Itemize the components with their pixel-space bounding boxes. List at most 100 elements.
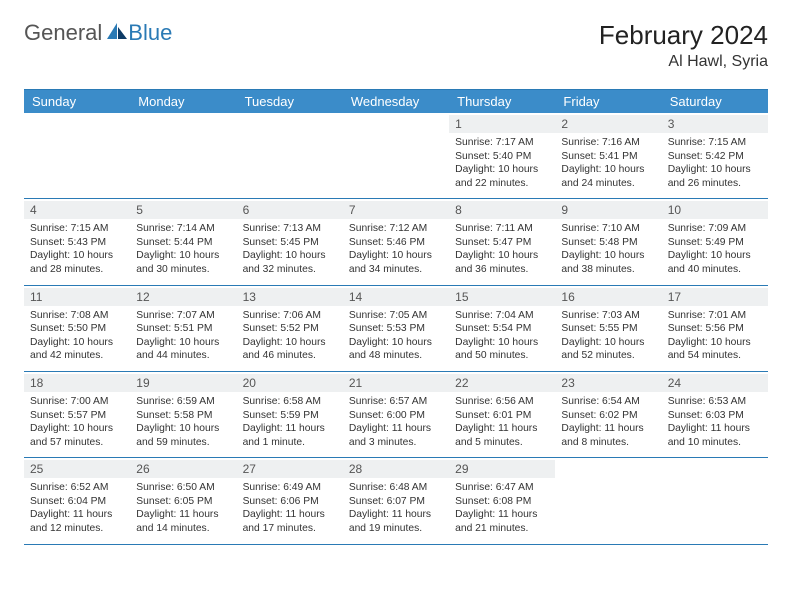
day-number: 7 bbox=[343, 201, 449, 219]
day-sun-info: Sunrise: 7:06 AMSunset: 5:52 PMDaylight:… bbox=[243, 309, 337, 363]
calendar-day-cell: 11 Sunrise: 7:08 AMSunset: 5:50 PMDayligh… bbox=[24, 286, 130, 371]
calendar-day-cell: 28Sunrise: 6:48 AMSunset: 6:07 PMDayligh… bbox=[343, 458, 449, 543]
day-header-cell: Saturday bbox=[662, 90, 768, 113]
calendar-empty-cell: . bbox=[343, 113, 449, 198]
calendar-day-cell: 8 Sunrise: 7:11 AMSunset: 5:47 PMDaylight… bbox=[449, 199, 555, 284]
day-number: 4 bbox=[24, 201, 130, 219]
day-number: 3 bbox=[662, 115, 768, 133]
day-sun-info: Sunrise: 6:52 AMSunset: 6:04 PMDaylight:… bbox=[30, 481, 124, 535]
calendar-day-cell: 2Sunrise: 7:16 AMSunset: 5:41 PMDaylight… bbox=[555, 113, 661, 198]
day-header-cell: Sunday bbox=[24, 90, 130, 113]
day-sun-info: Sunrise: 6:59 AMSunset: 5:58 PMDaylight:… bbox=[136, 395, 230, 449]
day-sun-info: Sunrise: 7:00 AMSunset: 5:57 PMDaylight:… bbox=[30, 395, 124, 449]
day-sun-info: Sunrise: 7:13 AMSunset: 5:45 PMDaylight:… bbox=[243, 222, 337, 276]
day-header-cell: Monday bbox=[130, 90, 236, 113]
day-number: 17 bbox=[662, 288, 768, 306]
calendar-week-row: 25 Sunrise: 6:52 AMSunset: 6:04 PMDayligh… bbox=[24, 458, 768, 544]
calendar-day-cell: 27 Sunrise: 6:49 AMSunset: 6:06 PMDayligh… bbox=[237, 458, 343, 543]
calendar-day-cell: 18 Sunrise: 7:00 AMSunset: 5:57 PMDayligh… bbox=[24, 372, 130, 457]
calendar-day-cell: 10 Sunrise: 7:09 AMSunset: 5:49 PMDayligh… bbox=[662, 199, 768, 284]
day-sun-info: Sunrise: 7:07 AMSunset: 5:51 PMDaylight:… bbox=[136, 309, 230, 363]
day-number: 10 bbox=[662, 201, 768, 219]
calendar-empty-cell: . bbox=[555, 458, 661, 543]
day-sun-info: Sunrise: 7:10 AMSunset: 5:48 PMDaylight:… bbox=[561, 222, 655, 276]
calendar-day-cell: 19 Sunrise: 6:59 AMSunset: 5:58 PMDayligh… bbox=[130, 372, 236, 457]
location-title: Al Hawl, Syria bbox=[599, 53, 768, 71]
day-number: 9 bbox=[555, 201, 661, 219]
day-number: 5 bbox=[130, 201, 236, 219]
day-number: 15 bbox=[449, 288, 555, 306]
day-header-cell: Wednesday bbox=[343, 90, 449, 113]
day-number: 11 bbox=[24, 288, 130, 306]
day-number: 1 bbox=[449, 115, 555, 133]
day-number: 20 bbox=[237, 374, 343, 392]
calendar-empty-cell: . bbox=[237, 113, 343, 198]
day-number: 29 bbox=[449, 460, 555, 478]
day-sun-info: Sunrise: 7:09 AMSunset: 5:49 PMDaylight:… bbox=[668, 222, 762, 276]
calendar-week-row: ....1Sunrise: 7:17 AMSunset: 5:40 PMDayl… bbox=[24, 113, 768, 199]
day-number: 2 bbox=[555, 115, 661, 133]
calendar-day-cell: 20 Sunrise: 6:58 AMSunset: 5:59 PMDayligh… bbox=[237, 372, 343, 457]
day-sun-info: Sunrise: 7:15 AMSunset: 5:42 PMDaylight:… bbox=[668, 136, 762, 190]
month-title: February 2024 bbox=[599, 20, 768, 51]
calendar-day-cell: 5 Sunrise: 7:14 AMSunset: 5:44 PMDaylight… bbox=[130, 199, 236, 284]
calendar-empty-cell: . bbox=[662, 458, 768, 543]
calendar-day-cell: 1 Sunrise: 7:17 AMSunset: 5:40 PMDaylight… bbox=[449, 113, 555, 198]
day-header-cell: Tuesday bbox=[237, 90, 343, 113]
calendar-day-cell: 4 Sunrise: 7:15 AMSunset: 5:43 PMDaylight… bbox=[24, 199, 130, 284]
title-block: February 2024 Al Hawl, Syria bbox=[599, 20, 768, 71]
calendar-grid: SundayMondayTuesdayWednesdayThursdayFrid… bbox=[24, 89, 768, 545]
day-sun-info: Sunrise: 6:56 AMSunset: 6:01 PMDaylight:… bbox=[455, 395, 549, 449]
calendar-day-cell: 16Sunrise: 7:03 AMSunset: 5:55 PMDayligh… bbox=[555, 286, 661, 371]
calendar-week-row: 4 Sunrise: 7:15 AMSunset: 5:43 PMDaylight… bbox=[24, 199, 768, 285]
calendar-day-cell: 12 Sunrise: 7:07 AMSunset: 5:51 PMDayligh… bbox=[130, 286, 236, 371]
calendar-day-cell: 15 Sunrise: 7:04 AMSunset: 5:54 PMDayligh… bbox=[449, 286, 555, 371]
day-number: 12 bbox=[130, 288, 236, 306]
calendar-day-cell: 21 Sunrise: 6:57 AMSunset: 6:00 PMDayligh… bbox=[343, 372, 449, 457]
calendar-day-cell: 26Sunrise: 6:50 AMSunset: 6:05 PMDayligh… bbox=[130, 458, 236, 543]
calendar-day-cell: 14Sunrise: 7:05 AMSunset: 5:53 PMDayligh… bbox=[343, 286, 449, 371]
day-sun-info: Sunrise: 6:47 AMSunset: 6:08 PMDaylight:… bbox=[455, 481, 549, 535]
day-number: 19 bbox=[130, 374, 236, 392]
day-number: 8 bbox=[449, 201, 555, 219]
calendar-day-cell: 23 Sunrise: 6:54 AMSunset: 6:02 PMDayligh… bbox=[555, 372, 661, 457]
calendar-day-cell: 22 Sunrise: 6:56 AMSunset: 6:01 PMDayligh… bbox=[449, 372, 555, 457]
calendar-day-cell: 6Sunrise: 7:13 AMSunset: 5:45 PMDaylight… bbox=[237, 199, 343, 284]
day-number: 13 bbox=[237, 288, 343, 306]
day-number: 21 bbox=[343, 374, 449, 392]
page-header: General Blue February 2024 Al Hawl, Syri… bbox=[24, 20, 768, 71]
day-sun-info: Sunrise: 6:57 AMSunset: 6:00 PMDaylight:… bbox=[349, 395, 443, 449]
day-sun-info: Sunrise: 7:01 AMSunset: 5:56 PMDaylight:… bbox=[668, 309, 762, 363]
day-header-row: SundayMondayTuesdayWednesdayThursdayFrid… bbox=[24, 90, 768, 113]
day-sun-info: Sunrise: 7:11 AMSunset: 5:47 PMDaylight:… bbox=[455, 222, 549, 276]
day-sun-info: Sunrise: 6:53 AMSunset: 6:03 PMDaylight:… bbox=[668, 395, 762, 449]
day-sun-info: Sunrise: 7:08 AMSunset: 5:50 PMDaylight:… bbox=[30, 309, 124, 363]
day-sun-info: Sunrise: 7:15 AMSunset: 5:43 PMDaylight:… bbox=[30, 222, 124, 276]
calendar-day-cell: 25 Sunrise: 6:52 AMSunset: 6:04 PMDayligh… bbox=[24, 458, 130, 543]
sail-icon bbox=[106, 20, 128, 46]
day-number: 22 bbox=[449, 374, 555, 392]
day-sun-info: Sunrise: 7:14 AMSunset: 5:44 PMDaylight:… bbox=[136, 222, 230, 276]
logo-word-general: General bbox=[24, 20, 102, 46]
calendar-day-cell: 29 Sunrise: 6:47 AMSunset: 6:08 PMDayligh… bbox=[449, 458, 555, 543]
day-number: 23 bbox=[555, 374, 661, 392]
calendar-day-cell: 13 Sunrise: 7:06 AMSunset: 5:52 PMDayligh… bbox=[237, 286, 343, 371]
day-number: 16 bbox=[555, 288, 661, 306]
day-number: 27 bbox=[237, 460, 343, 478]
day-sun-info: Sunrise: 7:04 AMSunset: 5:54 PMDaylight:… bbox=[455, 309, 549, 363]
calendar-week-row: 18 Sunrise: 7:00 AMSunset: 5:57 PMDayligh… bbox=[24, 372, 768, 458]
calendar-empty-cell: . bbox=[130, 113, 236, 198]
calendar-day-cell: 7 Sunrise: 7:12 AMSunset: 5:46 PMDaylight… bbox=[343, 199, 449, 284]
logo-word-blue: Blue bbox=[128, 20, 172, 46]
day-sun-info: Sunrise: 6:49 AMSunset: 6:06 PMDaylight:… bbox=[243, 481, 337, 535]
day-number: 24 bbox=[662, 374, 768, 392]
calendar-day-cell: 3 Sunrise: 7:15 AMSunset: 5:42 PMDaylight… bbox=[662, 113, 768, 198]
day-number: 25 bbox=[24, 460, 130, 478]
day-sun-info: Sunrise: 6:58 AMSunset: 5:59 PMDaylight:… bbox=[243, 395, 337, 449]
day-sun-info: Sunrise: 7:12 AMSunset: 5:46 PMDaylight:… bbox=[349, 222, 443, 276]
day-number: 18 bbox=[24, 374, 130, 392]
calendar-day-cell: 9 Sunrise: 7:10 AMSunset: 5:48 PMDaylight… bbox=[555, 199, 661, 284]
day-sun-info: Sunrise: 6:54 AMSunset: 6:02 PMDaylight:… bbox=[561, 395, 655, 449]
day-sun-info: Sunrise: 7:17 AMSunset: 5:40 PMDaylight:… bbox=[455, 136, 549, 190]
calendar-empty-cell: . bbox=[24, 113, 130, 198]
